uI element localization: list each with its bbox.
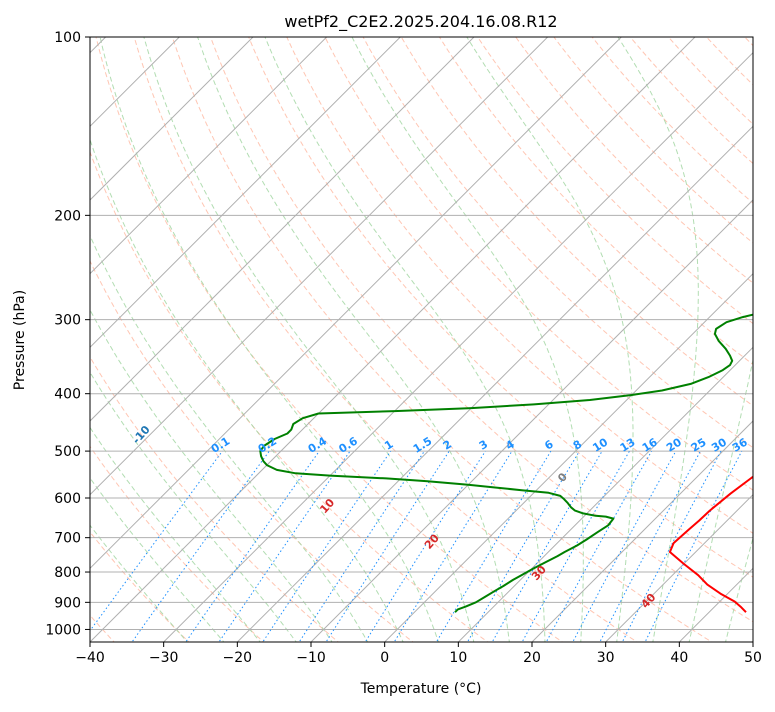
y-tick-label: 900 xyxy=(54,595,81,611)
mixing-ratio-line xyxy=(185,450,320,642)
mixing-ratio-line xyxy=(393,450,513,642)
isotherm-line xyxy=(90,37,402,349)
y-tick-label: 500 xyxy=(54,444,81,460)
isotherm-line xyxy=(90,37,549,496)
isotherm-line xyxy=(90,37,254,201)
isotherms xyxy=(90,37,753,642)
dry-adiabat-line xyxy=(90,150,489,642)
mixing-ratio-line xyxy=(131,450,270,642)
mixing-ratio-line xyxy=(325,450,450,642)
y-axis-label: Pressure (hPa) xyxy=(12,290,28,390)
isotherm-line xyxy=(236,125,753,642)
isotherm-line xyxy=(90,37,475,422)
mixing-ratio-line xyxy=(572,450,677,642)
mixing-ratio-line xyxy=(599,450,701,642)
y-tick-label: 400 xyxy=(54,387,81,403)
y-tick-label: 800 xyxy=(54,565,81,581)
mixing-ratio-labels: 0.1 0.2 0.4 0.6 1 1.5 2 3 4 6 8 10 13 16 20 25 30 36 xyxy=(209,434,750,456)
x-tick-label: 0 xyxy=(380,650,389,666)
isotherm-line xyxy=(310,199,753,642)
dry-adiabat-line xyxy=(248,37,753,578)
x-axis: −40 −30 −20 −10 0 10 20 30 40 50 xyxy=(75,642,762,666)
isobars xyxy=(90,37,753,630)
mixing-ratio-line xyxy=(466,450,580,642)
mixing-ratio-line xyxy=(298,450,425,642)
dry-adiabat-line xyxy=(438,37,753,366)
dry-adiabat-line xyxy=(286,37,753,534)
x-tick-label: −20 xyxy=(223,650,253,666)
dewpoint-profile xyxy=(259,313,753,613)
y-tick-label: 100 xyxy=(54,30,81,46)
x-tick-label: 40 xyxy=(670,650,688,666)
x-tick-label: −40 xyxy=(75,650,105,666)
mixing-ratio-line xyxy=(364,450,486,642)
mixing-ratio-line xyxy=(218,450,351,642)
chart-title: wetPf2_C2E2.2025.204.16.08.R12 xyxy=(284,12,557,32)
y-tick-label: 300 xyxy=(54,313,81,329)
x-tick-label: −30 xyxy=(149,650,179,666)
isotherm-line xyxy=(90,37,696,642)
mixing-ratio-line xyxy=(621,450,722,642)
x-tick-label: 20 xyxy=(523,650,541,666)
mixing-ratio-lines xyxy=(90,450,743,642)
isotherm-line xyxy=(457,346,753,642)
temperature-profile xyxy=(668,475,753,613)
x-axis-label: Temperature (°C) xyxy=(360,681,482,697)
moist-adiabat-line xyxy=(90,426,261,642)
mixing-ratio-line xyxy=(262,450,392,642)
moist-adiabat-line xyxy=(90,371,297,642)
isotherm-line xyxy=(604,493,753,642)
x-tick-label: 30 xyxy=(597,650,615,666)
isotherm-line xyxy=(383,272,753,642)
x-tick-label: −10 xyxy=(296,650,326,666)
moist-adiabat-line xyxy=(90,477,225,642)
y-axis: 100 200 300 400 500 600 700 800 900 1000 xyxy=(45,30,90,638)
y-tick-label: 200 xyxy=(54,208,81,224)
y-tick-label: 600 xyxy=(54,491,81,507)
y-tick-label: 1000 xyxy=(45,622,81,638)
isotherm-line xyxy=(90,37,328,275)
y-tick-label: 700 xyxy=(54,531,81,547)
moist-adiabat-line xyxy=(99,37,439,642)
isotherm-line xyxy=(162,51,753,642)
mixing-ratio-line xyxy=(90,450,223,632)
dry-adiabat-line xyxy=(362,37,753,449)
x-tick-label: 10 xyxy=(449,650,467,666)
plot-area: -100-90-80-70-60-50-40-30-20-10010203040… xyxy=(90,37,753,642)
isotherm-line xyxy=(531,420,753,642)
plot-frame xyxy=(89,36,754,643)
isotherm-line xyxy=(90,37,623,570)
x-tick-label: 50 xyxy=(744,650,762,666)
dry-adiabat-line xyxy=(324,37,753,491)
profiles xyxy=(259,313,753,613)
